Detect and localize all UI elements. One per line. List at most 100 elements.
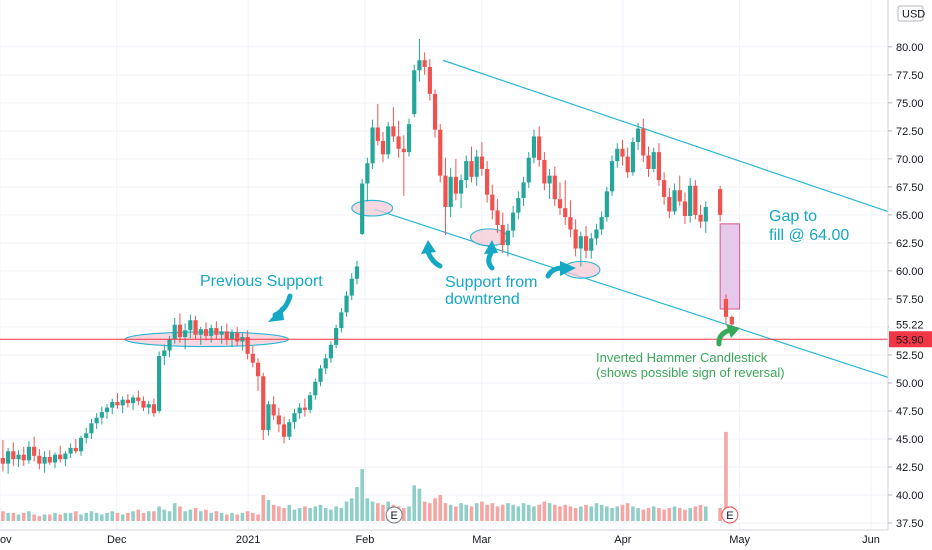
candle-body — [115, 401, 120, 406]
candle-body — [172, 324, 177, 340]
volume-bar — [526, 504, 531, 521]
volume-bar — [313, 506, 318, 521]
candle-body — [537, 136, 542, 160]
candle — [698, 204, 703, 229]
candle-body — [151, 404, 157, 414]
candle-body — [729, 316, 734, 325]
volume-bar — [198, 511, 203, 521]
volume-bar — [438, 495, 443, 521]
candle-body — [401, 148, 406, 153]
volume-bar — [277, 506, 281, 521]
candle-body — [162, 350, 167, 357]
candle-body — [120, 399, 125, 406]
candle — [271, 396, 276, 420]
candle — [26, 441, 32, 464]
candle — [667, 187, 672, 219]
y-tick-label: 65.00 — [896, 210, 924, 222]
arrow-support-2 — [484, 240, 498, 271]
candle-body — [0, 458, 6, 464]
candle — [516, 191, 521, 220]
candle-body — [130, 397, 136, 404]
candle — [380, 131, 386, 163]
candle — [84, 427, 89, 444]
candle — [552, 166, 557, 206]
candle — [245, 330, 250, 360]
candle — [297, 403, 302, 419]
candle-body — [682, 201, 688, 216]
candle-body — [78, 437, 84, 452]
currency-label: USD — [902, 9, 925, 21]
candle-body — [157, 356, 162, 411]
volume-bar — [573, 508, 578, 521]
volume-bar — [412, 485, 417, 521]
volume-bar — [724, 431, 728, 521]
candle — [391, 107, 396, 143]
volume-bar — [115, 512, 120, 521]
volume-bar — [318, 504, 323, 521]
candle — [0, 440, 6, 472]
candle-body — [89, 423, 94, 434]
candle — [443, 157, 448, 236]
candle-body — [604, 191, 609, 218]
volume-bar — [448, 504, 453, 521]
candle-body — [318, 368, 323, 382]
volume-bar — [136, 509, 141, 521]
candle-body — [516, 198, 521, 213]
volume-bar — [349, 498, 354, 521]
candle-body — [646, 155, 651, 169]
candle — [573, 219, 578, 257]
volume-bar — [188, 509, 193, 521]
candle-body — [594, 229, 599, 239]
candle-body — [271, 404, 276, 416]
candle — [412, 64, 417, 118]
candle-body — [276, 415, 281, 425]
y-tick-label: 52.50 — [896, 350, 924, 362]
candle — [589, 232, 594, 259]
candle — [578, 231, 583, 267]
candle-body — [479, 156, 485, 169]
volume-bar — [120, 514, 125, 521]
candle-body — [630, 142, 635, 173]
volume-bar — [422, 501, 427, 521]
volume-bar — [100, 514, 104, 521]
volume-bar — [584, 504, 588, 521]
candle — [125, 394, 130, 408]
candle-body — [219, 331, 224, 335]
volume-bar — [495, 506, 500, 521]
volume-bar — [126, 512, 130, 521]
y-tick-label: 47.50 — [896, 406, 924, 418]
volume-bar — [485, 504, 489, 521]
candle-body — [609, 161, 615, 192]
volume-bar — [662, 509, 666, 521]
candle-body — [511, 212, 516, 231]
candle-body — [438, 129, 443, 176]
candle — [511, 205, 516, 238]
candle-body — [349, 278, 354, 296]
candle — [136, 390, 141, 406]
volume-bar — [703, 506, 708, 521]
annotation-previous-support: Previous Support — [200, 273, 323, 290]
candle-body — [521, 182, 526, 199]
annotation-gap-line1: Gap to — [769, 208, 817, 225]
volume-bar — [365, 498, 370, 521]
volume-bar — [53, 512, 57, 521]
x-tick-label: Mar — [472, 534, 491, 546]
currency-box — [897, 5, 924, 22]
volume-bar — [230, 512, 234, 521]
candle-body — [688, 185, 693, 216]
channel-lower-line — [374, 208, 889, 378]
candle-body — [625, 156, 630, 173]
annotation-gap-line2: fill @ 64.00 — [769, 227, 849, 244]
candle — [448, 167, 453, 218]
volume-bar — [620, 504, 625, 521]
volume-bar — [563, 504, 568, 521]
candle-body — [188, 320, 193, 331]
candle — [334, 324, 339, 349]
candle — [281, 416, 287, 444]
candle — [438, 124, 443, 183]
volume-bar — [375, 503, 380, 521]
candle-body — [386, 126, 391, 155]
candle — [94, 413, 99, 429]
volume-bar — [1, 511, 5, 521]
